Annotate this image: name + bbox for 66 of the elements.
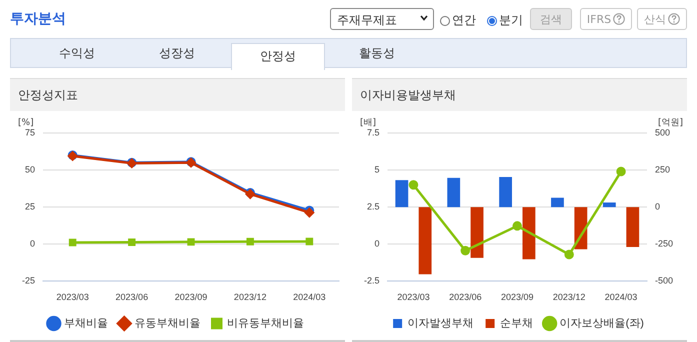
y-axis-title: [%] — [18, 118, 34, 128]
point — [564, 250, 574, 260]
point — [246, 238, 254, 246]
y-tick-label: 50 — [24, 164, 36, 175]
bar — [522, 207, 536, 260]
legend-label: 유동부채비율 — [134, 318, 200, 330]
y2-tick-label: 250 — [654, 164, 670, 175]
text: 성장성 — [158, 45, 196, 62]
y-tick-label: -2.5 — [364, 276, 380, 286]
point — [512, 221, 522, 231]
y-tick-label: 0 — [30, 238, 36, 249]
text: 수익성 — [58, 45, 96, 62]
y-tick-label: 0 — [374, 238, 380, 249]
y2-axis-title: [억원] — [658, 118, 683, 128]
bar — [499, 177, 512, 208]
point — [408, 180, 418, 190]
y-tick-label: 7.5 — [366, 127, 380, 138]
legend-label: 이자보상배율(좌) — [560, 318, 644, 330]
x-tick-label: 2024/03 — [293, 292, 326, 302]
bar — [470, 207, 484, 258]
y2-tick-label: -500 — [654, 276, 673, 286]
point — [187, 238, 195, 246]
y-tick-label: -25 — [22, 276, 36, 286]
x-tick-label: 2024/03 — [604, 292, 638, 302]
x-tick-label: 2023/09 — [174, 292, 208, 302]
text: 연간 — [452, 12, 476, 29]
legend-label: 비유동부채비율 — [226, 318, 304, 330]
legend-label: 순부채 — [500, 318, 534, 330]
x-tick-label: 2023/03 — [56, 292, 89, 302]
y-tick-label: 2.5 — [366, 202, 380, 212]
bar — [395, 180, 408, 208]
bar — [602, 202, 616, 208]
point — [616, 166, 626, 176]
x-tick-label: 2023/03 — [397, 292, 430, 302]
text: 투자분석 — [10, 10, 66, 28]
y-tick-label: 5 — [374, 164, 380, 175]
y-tick-label: 25 — [24, 202, 36, 212]
bar — [626, 207, 640, 247]
y-axis-title: [배] — [360, 118, 376, 128]
point — [68, 238, 76, 246]
text: 산식 — [644, 12, 666, 26]
point — [460, 246, 470, 256]
text: IFRS — [586, 12, 612, 26]
text: 활동성 — [358, 45, 396, 62]
bar — [551, 198, 564, 208]
legend-label: 부채비율 — [64, 318, 108, 330]
text: 검색 — [540, 12, 562, 26]
y2-tick-label: 0 — [654, 202, 660, 212]
text: 주재무제표 — [330, 8, 434, 30]
x-tick-label: 2023/12 — [234, 292, 266, 302]
legend-label: 이자발생부채 — [408, 318, 474, 330]
y-tick-label: 75 — [24, 127, 36, 138]
x-tick-label: 2023/12 — [552, 292, 586, 302]
bar — [418, 207, 432, 274]
chart-title: 이자비용발생부채 — [352, 78, 687, 111]
x-tick-label: 2023/09 — [500, 292, 534, 302]
point — [128, 238, 136, 246]
chart-title: 안정성지표 — [10, 78, 345, 111]
x-tick-label: 2023/06 — [116, 292, 148, 302]
point — [306, 238, 314, 246]
bar — [447, 178, 460, 208]
x-tick-label: 2023/06 — [449, 292, 482, 302]
y2-tick-label: 500 — [654, 127, 670, 138]
y2-tick-label: -250 — [654, 238, 673, 249]
text: 분기 — [499, 12, 523, 29]
text: 안정성 — [231, 43, 325, 70]
